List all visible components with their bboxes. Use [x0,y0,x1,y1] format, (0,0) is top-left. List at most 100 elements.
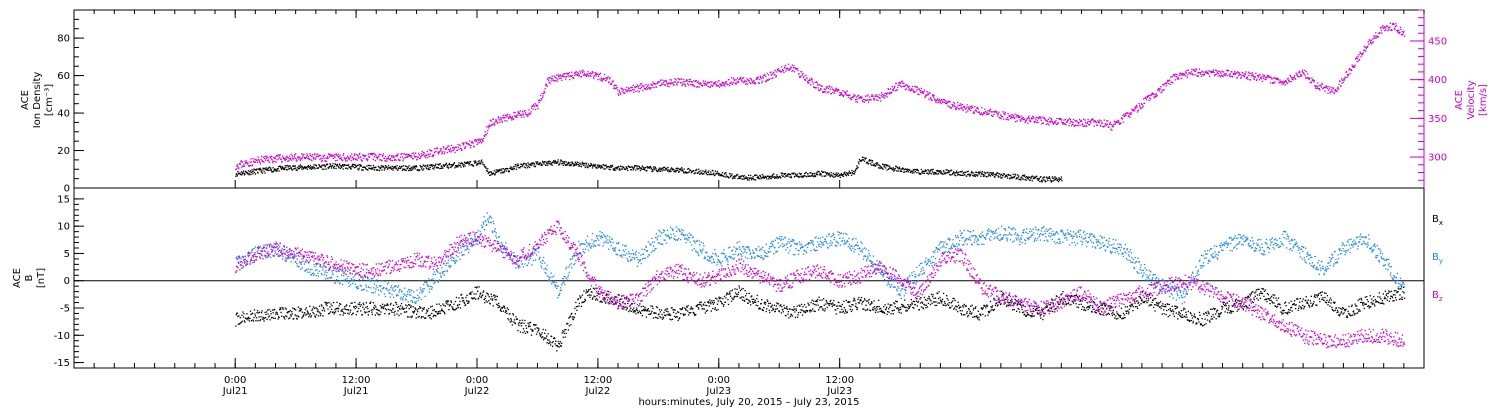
density-series-point [522,164,524,166]
density-series-point [341,166,343,168]
velocity-series-point [1362,53,1364,55]
velocity-series-point [1258,79,1261,81]
velocity-series-point [1006,118,1008,121]
density-series-point [451,164,454,167]
density-series-point [923,172,926,174]
velocity-series-point [998,111,1000,113]
velocity-series-point [416,158,418,161]
bx-series-point [373,306,375,308]
density-series-point [605,164,607,166]
velocity-series-point [1011,117,1014,119]
density-series-point [782,175,784,177]
top-right-ylabel-line3: [km/s] [1478,84,1489,116]
velocity-series-point [258,159,260,162]
velocity-series-point [681,85,683,87]
bx-series-point [265,311,268,313]
velocity-series-point [332,157,335,160]
velocity-series-point [846,94,848,96]
velocity-series-point [1159,88,1161,90]
bx-series-point [369,302,371,304]
bx-series-point [285,308,287,310]
density-series-point [1041,181,1043,183]
density-series-point [885,164,887,166]
density-series-point [528,163,530,165]
bx-series-point [298,316,300,318]
density-series-point [799,173,802,175]
bx-series-point [474,297,476,299]
density-series-point [428,164,430,166]
velocity-series-point [739,77,741,80]
velocity-series-point [910,89,912,91]
bx-series-point [400,313,402,315]
density-series-point [498,169,500,171]
density-series-point [600,165,603,168]
velocity-series-point [342,159,344,162]
velocity-series-point [363,155,365,157]
density-series-point [737,177,740,179]
velocity-series-point [1233,73,1235,76]
bx-series-point [495,299,497,301]
velocity-series-point [512,118,515,120]
density-series-point [517,164,520,166]
velocity-series-point [1034,121,1036,123]
velocity-series-point [954,103,956,105]
density-series-point [307,165,309,168]
bx-series-point [562,330,564,332]
velocity-series-point [411,152,413,155]
bx-series-point [376,309,378,311]
velocity-series-point [1359,51,1361,53]
velocity-series-point [513,111,515,114]
velocity-series-point [487,129,489,132]
density-series-point [683,172,685,174]
velocity-series-point [1145,99,1148,101]
bx-series-point [293,318,295,320]
density-series-point [584,166,587,169]
bx-series-point [470,297,473,299]
velocity-series-point [1402,34,1404,36]
density-series-point [408,165,410,167]
velocity-series-point [1093,125,1095,127]
velocity-series-point [836,90,838,92]
bx-series-point [482,294,484,296]
velocity-series-point [341,158,343,161]
velocity-series-point [402,160,404,162]
density-series-point [976,171,978,173]
velocity-series-point [906,84,908,86]
density-series-point [1039,180,1041,183]
velocity-series-point [335,153,337,155]
velocity-series-point [745,83,747,85]
velocity-series-point [309,154,311,156]
velocity-series-point [1336,90,1338,92]
velocity-series-point [1008,116,1011,118]
velocity-series-point [567,74,569,76]
bx-series-point [547,339,549,341]
velocity-series-point [383,157,386,160]
bx-series-point [461,300,464,302]
velocity-series-point [989,109,991,111]
velocity-series-point [625,90,627,92]
velocity-series-point [967,106,969,108]
bx-series-point [353,306,355,308]
velocity-series-point [1224,73,1226,75]
density-series-point [582,162,584,165]
velocity-series-point [366,158,368,160]
velocity-series-point [504,120,506,122]
density-series-point [1035,176,1037,178]
density-series-point [980,173,982,175]
density-series-point [351,166,353,168]
velocity-series-point [1248,74,1250,77]
density-series-point [594,164,597,166]
bx-series-point [454,309,456,311]
velocity-series-point [1055,123,1058,125]
velocity-series-point [1105,124,1107,126]
velocity-series-point [865,99,868,101]
velocity-series-point [677,77,679,80]
bx-series-point [523,322,525,324]
density-series-point [660,168,663,170]
velocity-series-point [1162,89,1164,91]
velocity-series-point [900,85,902,87]
density-series-point [236,173,238,176]
velocity-series-point [791,64,794,66]
velocity-series-point [892,90,894,92]
bx-series-point [275,313,277,315]
